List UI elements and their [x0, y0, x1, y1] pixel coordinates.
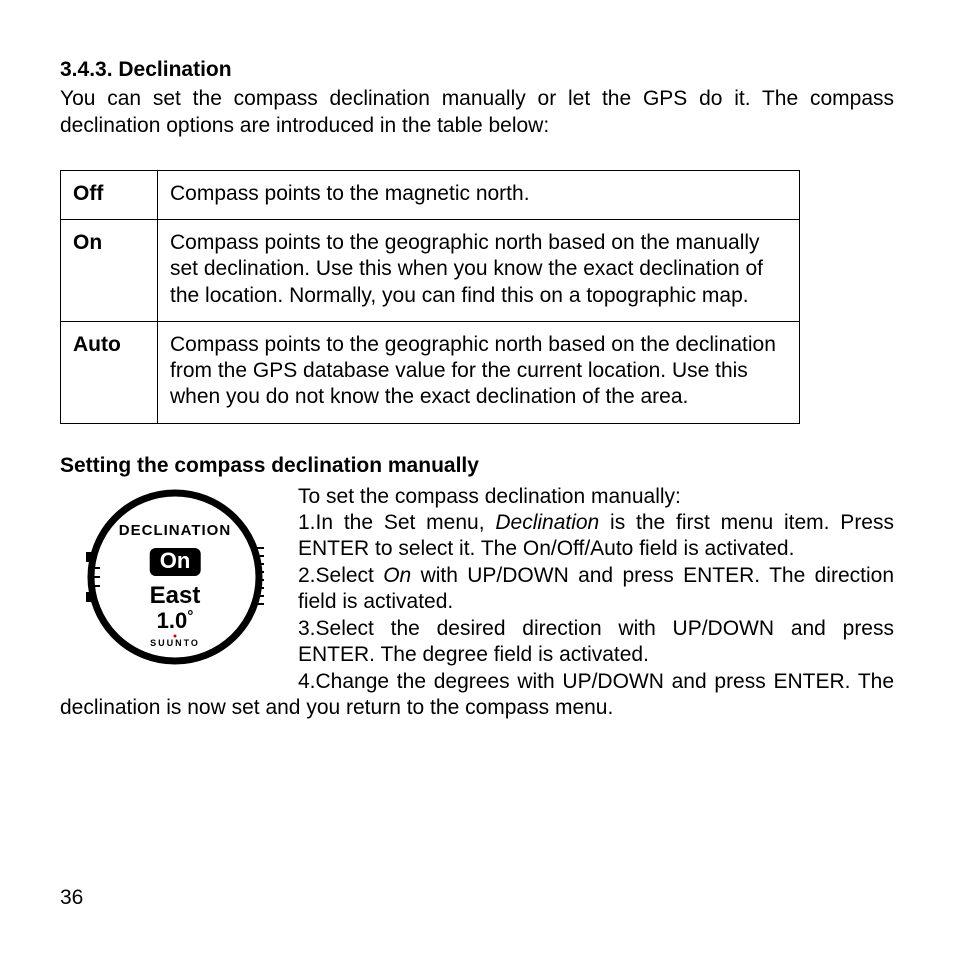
watch-illustration: DECLINATION On East 1.0° SUUNTO: [60, 488, 290, 678]
watch-degrees: 1.0°: [86, 608, 264, 634]
table-row: Off Compass points to the magnetic north…: [61, 170, 800, 219]
table-row: On Compass points to the geographic nort…: [61, 220, 800, 322]
watch-brand: SUUNTO: [86, 638, 264, 648]
instructions-block: DECLINATION On East 1.0° SUUNTO To set t…: [60, 484, 894, 722]
subheading: Setting the compass declination manually: [60, 454, 894, 478]
watch-title: DECLINATION: [86, 522, 264, 539]
intro-paragraph: You can set the compass declination manu…: [60, 86, 894, 140]
watch-mode-pill: On: [150, 548, 201, 576]
option-key: Off: [61, 170, 158, 219]
option-key: Auto: [61, 321, 158, 423]
option-desc: Compass points to the geographic north b…: [158, 321, 800, 423]
option-key: On: [61, 220, 158, 322]
section-heading: 3.4.3. Declination: [60, 58, 894, 82]
page-number: 36: [60, 886, 83, 910]
declination-options-table: Off Compass points to the magnetic north…: [60, 170, 800, 424]
option-desc: Compass points to the magnetic north.: [158, 170, 800, 219]
table-row: Auto Compass points to the geographic no…: [61, 321, 800, 423]
watch-direction: East: [86, 582, 264, 610]
option-desc: Compass points to the geographic north b…: [158, 220, 800, 322]
